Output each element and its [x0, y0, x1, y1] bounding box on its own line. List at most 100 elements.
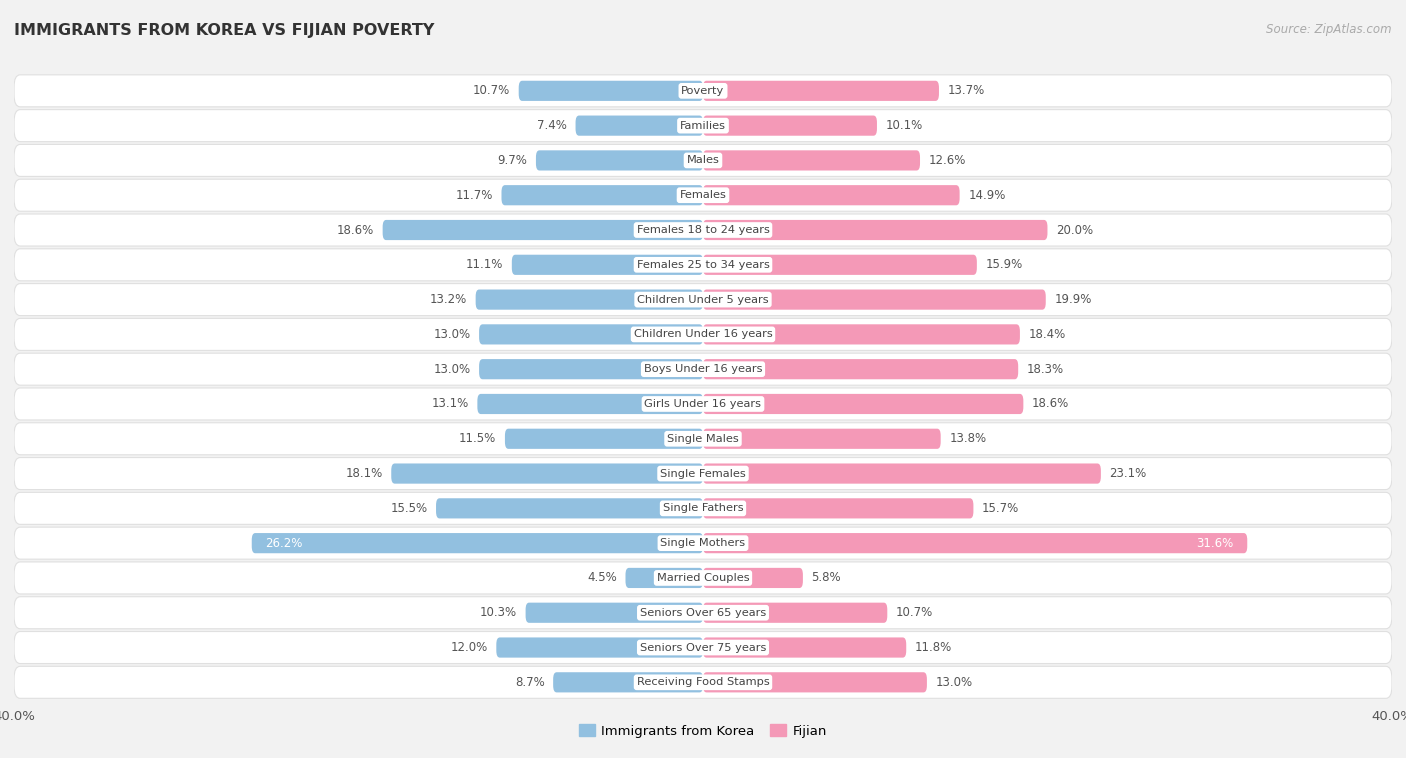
FancyBboxPatch shape	[703, 115, 877, 136]
FancyBboxPatch shape	[475, 290, 703, 310]
Text: Children Under 5 years: Children Under 5 years	[637, 295, 769, 305]
FancyBboxPatch shape	[526, 603, 703, 623]
FancyBboxPatch shape	[703, 290, 1046, 310]
Text: Boys Under 16 years: Boys Under 16 years	[644, 364, 762, 374]
FancyBboxPatch shape	[14, 631, 1392, 663]
FancyBboxPatch shape	[14, 283, 1392, 315]
Text: 18.6%: 18.6%	[337, 224, 374, 236]
FancyBboxPatch shape	[382, 220, 703, 240]
Text: 13.7%: 13.7%	[948, 84, 984, 97]
FancyBboxPatch shape	[703, 463, 1101, 484]
Text: 15.7%: 15.7%	[981, 502, 1019, 515]
FancyBboxPatch shape	[479, 324, 703, 344]
FancyBboxPatch shape	[436, 498, 703, 518]
FancyBboxPatch shape	[703, 359, 1018, 379]
Text: Receiving Food Stamps: Receiving Food Stamps	[637, 678, 769, 688]
Text: 18.4%: 18.4%	[1029, 328, 1066, 341]
FancyBboxPatch shape	[519, 81, 703, 101]
Text: Married Couples: Married Couples	[657, 573, 749, 583]
FancyBboxPatch shape	[14, 666, 1392, 698]
Text: 26.2%: 26.2%	[266, 537, 302, 550]
Text: Seniors Over 75 years: Seniors Over 75 years	[640, 643, 766, 653]
FancyBboxPatch shape	[703, 603, 887, 623]
FancyBboxPatch shape	[703, 429, 941, 449]
FancyBboxPatch shape	[14, 75, 1392, 107]
Text: Poverty: Poverty	[682, 86, 724, 96]
FancyBboxPatch shape	[703, 81, 939, 101]
Text: Seniors Over 65 years: Seniors Over 65 years	[640, 608, 766, 618]
Text: 18.6%: 18.6%	[1032, 397, 1069, 411]
Text: 13.0%: 13.0%	[433, 328, 471, 341]
Text: 19.9%: 19.9%	[1054, 293, 1091, 306]
FancyBboxPatch shape	[496, 637, 703, 658]
FancyBboxPatch shape	[703, 150, 920, 171]
FancyBboxPatch shape	[14, 110, 1392, 142]
Legend: Immigrants from Korea, Fijian: Immigrants from Korea, Fijian	[574, 719, 832, 743]
FancyBboxPatch shape	[14, 597, 1392, 628]
Text: 11.1%: 11.1%	[465, 258, 503, 271]
Text: Single Males: Single Males	[666, 434, 740, 443]
Text: 7.4%: 7.4%	[537, 119, 567, 132]
Text: Single Fathers: Single Fathers	[662, 503, 744, 513]
Text: 10.3%: 10.3%	[479, 606, 517, 619]
Text: 11.5%: 11.5%	[460, 432, 496, 445]
FancyBboxPatch shape	[703, 185, 960, 205]
Text: 12.6%: 12.6%	[928, 154, 966, 167]
Text: 11.8%: 11.8%	[915, 641, 952, 654]
Text: Females 18 to 24 years: Females 18 to 24 years	[637, 225, 769, 235]
Text: 12.0%: 12.0%	[450, 641, 488, 654]
FancyBboxPatch shape	[14, 458, 1392, 490]
FancyBboxPatch shape	[703, 220, 1047, 240]
FancyBboxPatch shape	[703, 498, 973, 518]
FancyBboxPatch shape	[14, 527, 1392, 559]
FancyBboxPatch shape	[626, 568, 703, 588]
FancyBboxPatch shape	[703, 672, 927, 692]
Text: 31.6%: 31.6%	[1197, 537, 1233, 550]
Text: 13.0%: 13.0%	[433, 362, 471, 376]
FancyBboxPatch shape	[14, 179, 1392, 211]
FancyBboxPatch shape	[703, 568, 803, 588]
Text: 10.7%: 10.7%	[472, 84, 510, 97]
Text: 4.5%: 4.5%	[588, 572, 617, 584]
Text: Girls Under 16 years: Girls Under 16 years	[644, 399, 762, 409]
FancyBboxPatch shape	[575, 115, 703, 136]
Text: Males: Males	[686, 155, 720, 165]
FancyBboxPatch shape	[252, 533, 703, 553]
Text: Children Under 16 years: Children Under 16 years	[634, 330, 772, 340]
FancyBboxPatch shape	[391, 463, 703, 484]
FancyBboxPatch shape	[703, 394, 1024, 414]
Text: Females 25 to 34 years: Females 25 to 34 years	[637, 260, 769, 270]
FancyBboxPatch shape	[14, 353, 1392, 385]
FancyBboxPatch shape	[14, 145, 1392, 177]
Text: 13.2%: 13.2%	[430, 293, 467, 306]
Text: Females: Females	[679, 190, 727, 200]
FancyBboxPatch shape	[553, 672, 703, 692]
FancyBboxPatch shape	[14, 214, 1392, 246]
Text: 15.5%: 15.5%	[391, 502, 427, 515]
FancyBboxPatch shape	[703, 324, 1019, 344]
Text: 5.8%: 5.8%	[811, 572, 841, 584]
Text: 10.7%: 10.7%	[896, 606, 934, 619]
Text: Families: Families	[681, 121, 725, 130]
FancyBboxPatch shape	[14, 318, 1392, 350]
FancyBboxPatch shape	[14, 249, 1392, 280]
Text: 20.0%: 20.0%	[1056, 224, 1094, 236]
FancyBboxPatch shape	[14, 388, 1392, 420]
FancyBboxPatch shape	[479, 359, 703, 379]
FancyBboxPatch shape	[14, 423, 1392, 455]
Text: Source: ZipAtlas.com: Source: ZipAtlas.com	[1267, 23, 1392, 36]
Text: 11.7%: 11.7%	[456, 189, 494, 202]
FancyBboxPatch shape	[703, 637, 907, 658]
Text: 13.0%: 13.0%	[935, 676, 973, 689]
FancyBboxPatch shape	[703, 255, 977, 275]
FancyBboxPatch shape	[502, 185, 703, 205]
Text: 8.7%: 8.7%	[515, 676, 544, 689]
Text: 10.1%: 10.1%	[886, 119, 922, 132]
FancyBboxPatch shape	[14, 493, 1392, 525]
FancyBboxPatch shape	[703, 533, 1247, 553]
Text: 14.9%: 14.9%	[969, 189, 1005, 202]
FancyBboxPatch shape	[536, 150, 703, 171]
FancyBboxPatch shape	[505, 429, 703, 449]
FancyBboxPatch shape	[478, 394, 703, 414]
Text: Single Mothers: Single Mothers	[661, 538, 745, 548]
